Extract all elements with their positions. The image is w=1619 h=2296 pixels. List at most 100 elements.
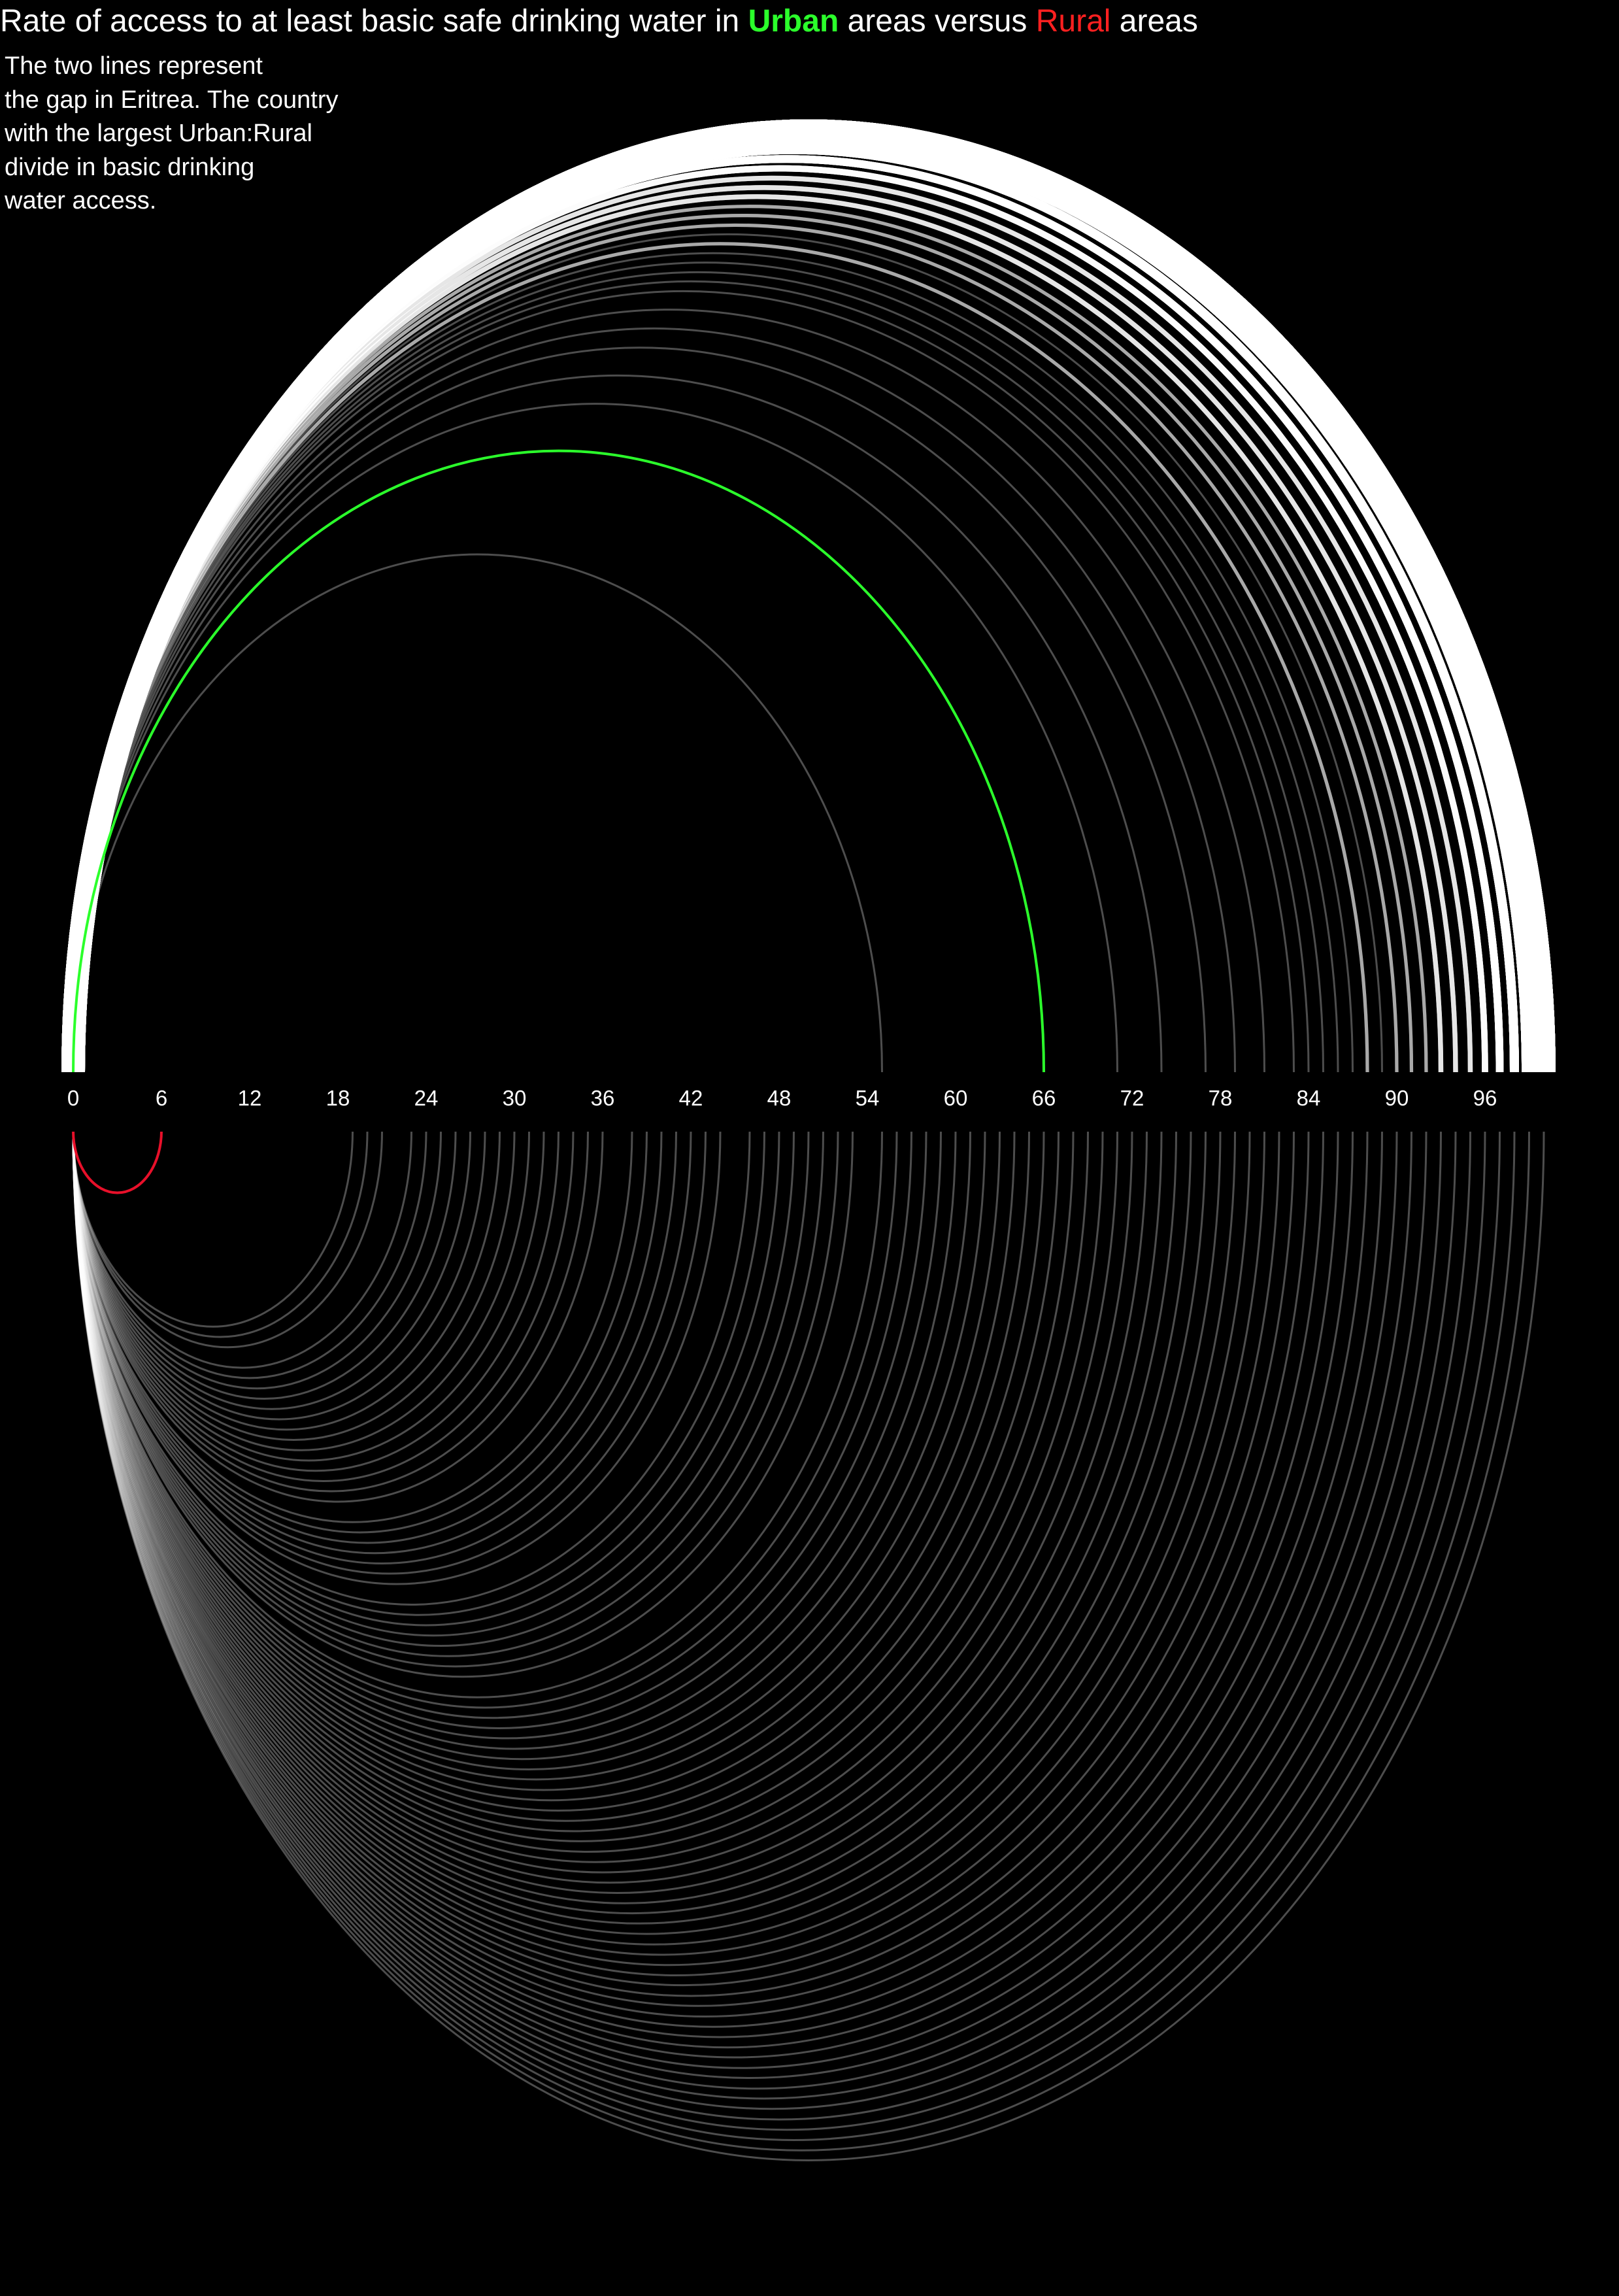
rural-arc — [72, 1130, 1354, 2028]
x-tick-label: 66 — [1032, 1086, 1056, 1110]
rural-arc — [72, 1130, 1265, 1967]
x-tick-label: 90 — [1385, 1086, 1409, 1110]
rural-arc — [72, 1130, 780, 1627]
rural-arc — [72, 1130, 1369, 2038]
rural-arc — [72, 1130, 369, 1338]
urban-arc — [72, 271, 1324, 1073]
urban-arc — [72, 403, 1118, 1073]
annotation-line: divide in basic drinking — [5, 154, 254, 181]
rural-arc — [72, 1130, 1163, 1894]
annotation: The two lines represent the gap in Eritr… — [4, 52, 338, 214]
rural-arc — [72, 1130, 707, 1575]
rural-arc — [72, 1130, 1192, 1915]
rural-arc — [72, 1130, 1118, 1863]
rural-arc — [72, 1130, 354, 1328]
urban-arc — [72, 553, 883, 1073]
rural-arc — [72, 1130, 854, 1678]
rural-arc — [72, 1130, 1030, 1802]
rural-arc — [72, 1130, 1207, 1925]
x-tick-label: 72 — [1120, 1086, 1144, 1110]
rural-arc — [72, 1130, 971, 1761]
annotation-line: with the largest Urban:Rural — [4, 120, 312, 147]
rural-arc — [72, 1130, 957, 1750]
urban-arc — [72, 327, 1236, 1073]
rural-arc — [72, 1130, 457, 1400]
urban-arcs-group — [61, 119, 1556, 1073]
urban-arc — [72, 346, 1207, 1073]
rural-arc — [72, 1130, 942, 1740]
urban-arc — [72, 374, 1163, 1073]
rural-arc — [72, 1130, 1148, 1884]
rural-arc — [72, 1130, 1398, 2059]
x-tick-label: 60 — [944, 1086, 968, 1110]
title-rural-word: Rural — [1036, 4, 1111, 39]
rural-arc — [72, 1130, 1177, 1904]
rural-arc — [72, 1130, 1324, 2008]
rural-arc — [72, 1130, 1222, 1935]
rural-arc — [72, 1130, 589, 1493]
rural-arc — [72, 1130, 677, 1555]
rural-arc — [72, 1130, 1236, 1946]
rural-arc — [72, 1130, 1295, 1987]
x-axis-ticks: 0 6 12 18 24 30 36 42 48 54 60 66 72 78 84 90 96 — [67, 1086, 1497, 1110]
rural-arc — [72, 1130, 883, 1698]
title-suffix: areas — [1110, 4, 1197, 39]
x-tick-label: 24 — [414, 1086, 439, 1110]
x-tick-label: 78 — [1209, 1086, 1233, 1110]
rural-arc — [72, 1130, 1339, 2017]
rural-arc — [72, 1130, 486, 1421]
rural-arc — [72, 1130, 559, 1472]
rural-arc — [72, 1130, 1310, 1997]
rural-arc — [72, 1130, 839, 1668]
urban-arc — [72, 309, 1265, 1073]
rural-arcs-group — [72, 1130, 1545, 2162]
rural-arc — [72, 1130, 1001, 1781]
rural-arc — [72, 1130, 575, 1482]
rural-arc — [72, 1130, 1412, 2069]
x-tick-label: 18 — [326, 1086, 350, 1110]
rural-arc — [72, 1130, 1442, 2090]
rural-arc — [72, 1130, 795, 1637]
rural-arc — [72, 1130, 1501, 2131]
rural-arc — [72, 1130, 663, 1544]
rural-arc — [72, 1130, 1545, 2162]
rural-arc — [72, 1130, 1471, 2110]
title-prefix: Rate of access to at least basic safe dr… — [0, 4, 748, 39]
rural-arc — [72, 1130, 427, 1379]
rural-arc — [72, 1130, 1133, 1874]
x-tick-label: 30 — [503, 1086, 527, 1110]
rural-arc — [72, 1130, 765, 1616]
rural-arc — [72, 1130, 751, 1606]
x-tick-label: 36 — [591, 1086, 615, 1110]
rural-arc — [72, 1130, 1280, 1976]
highlight-arcs-group — [72, 449, 1045, 1194]
rural-arc — [72, 1130, 1045, 1812]
rural-arc — [72, 1130, 442, 1390]
rural-arc — [72, 1130, 604, 1503]
rural-arc — [72, 1130, 1486, 2121]
rural-arc — [72, 1130, 927, 1729]
rural-arc — [72, 1130, 471, 1410]
x-tick-label: 48 — [767, 1086, 792, 1110]
rural-arc — [72, 1130, 1075, 1832]
annotation-line: The two lines represent — [5, 52, 263, 80]
title-middle: areas versus — [839, 4, 1035, 39]
rural-arc — [72, 1130, 692, 1564]
rural-arc — [72, 1130, 501, 1431]
eritrea-rural-arc — [72, 1130, 163, 1194]
x-tick-label: 12 — [238, 1086, 262, 1110]
rural-arc — [72, 1130, 1104, 1853]
rural-arc — [72, 1130, 986, 1770]
urban-arc — [72, 280, 1310, 1073]
x-tick-label: 0 — [67, 1086, 79, 1110]
chart-title: Rate of access to at least basic safe dr… — [0, 4, 1198, 39]
axis-band — [0, 1073, 1619, 1132]
x-tick-label: 6 — [156, 1086, 167, 1110]
rural-arc — [72, 1130, 1060, 1822]
x-tick-label: 96 — [1473, 1086, 1497, 1110]
rural-arc — [72, 1130, 1427, 2080]
rural-arc — [72, 1130, 912, 1719]
rural-arc — [72, 1130, 810, 1647]
rural-arc — [72, 1130, 1516, 2141]
